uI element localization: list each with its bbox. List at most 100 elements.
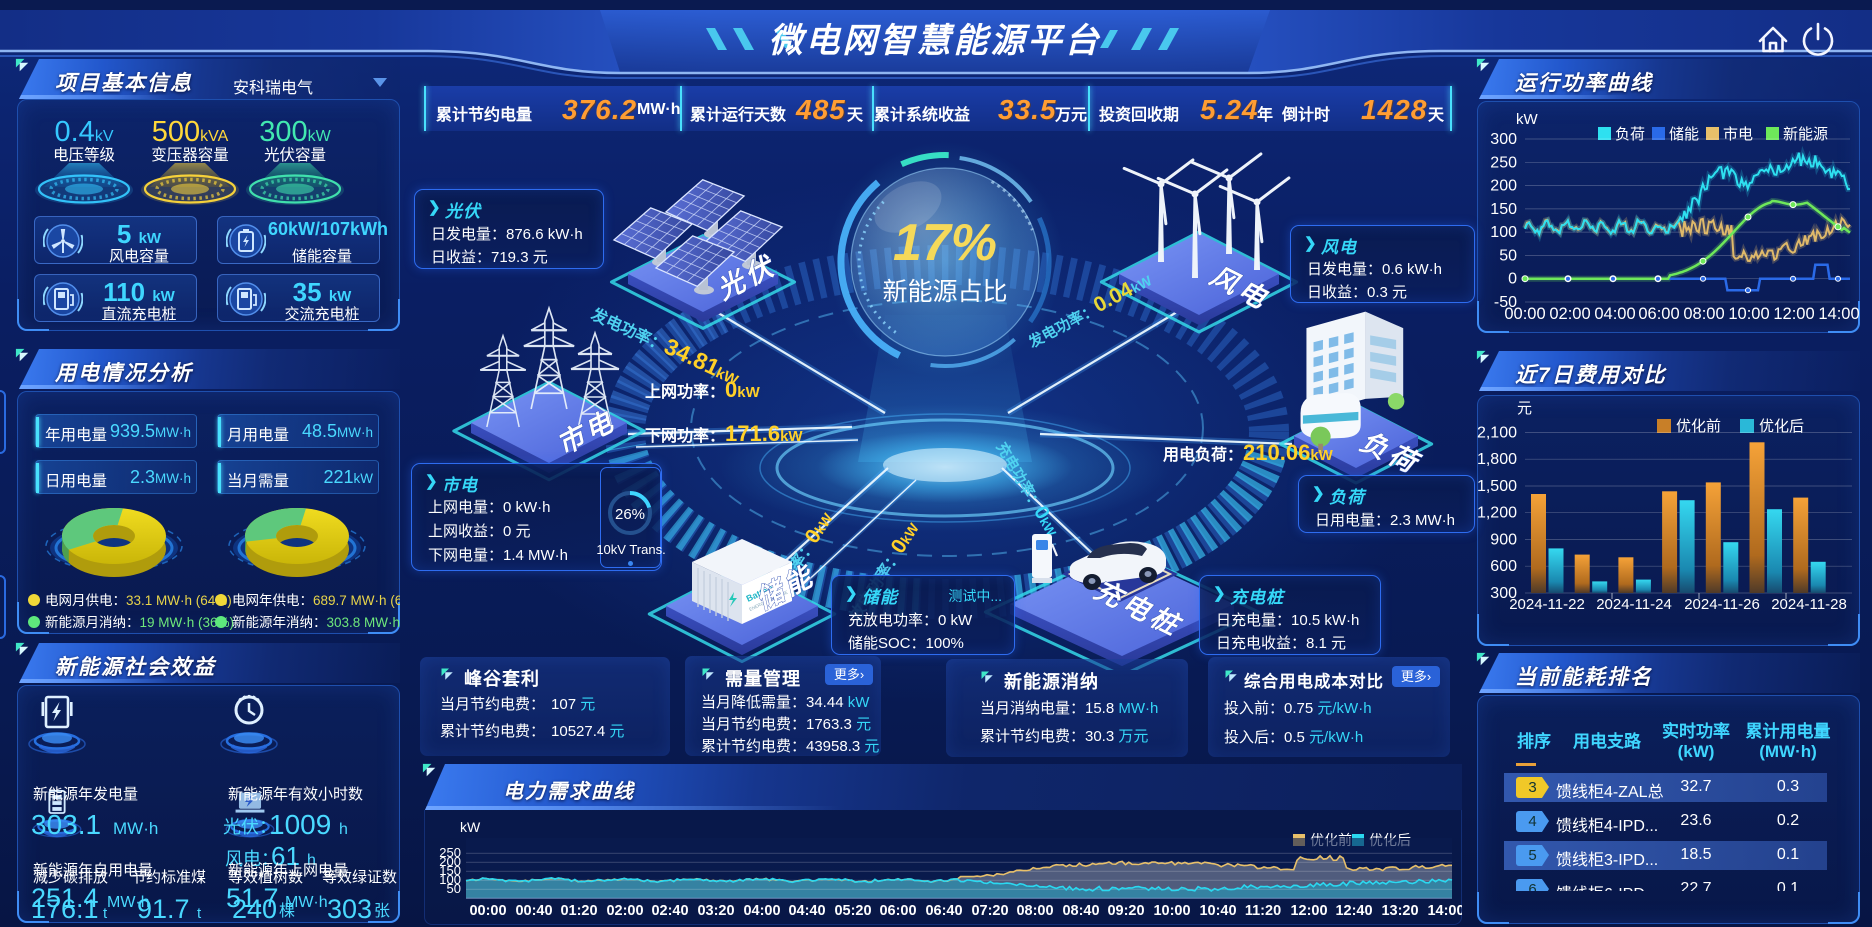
svg-text:500kVA: 500kVA <box>152 116 229 148</box>
svg-text:t: t <box>197 905 202 922</box>
svg-text:用电负荷：210.06kW: 用电负荷：210.06kW <box>1163 440 1334 465</box>
svg-text:250: 250 <box>1490 154 1517 171</box>
svg-text:00:00: 00:00 <box>1504 305 1545 323</box>
svg-text:08:00: 08:00 <box>1683 305 1724 323</box>
svg-text:12:00: 12:00 <box>1773 305 1814 323</box>
svg-text:303: 303 <box>327 894 372 923</box>
svg-text:06:00: 06:00 <box>879 903 916 919</box>
svg-text:200: 200 <box>1490 178 1517 195</box>
svg-text:100: 100 <box>439 872 461 887</box>
svg-text:02:00: 02:00 <box>606 903 643 919</box>
svg-text:变压器容量: 变压器容量 <box>151 146 229 164</box>
svg-text:0: 0 <box>1508 271 1517 288</box>
svg-text:新能源占比: 新能源占比 <box>882 278 1007 306</box>
svg-text:02:00: 02:00 <box>1549 305 1590 323</box>
svg-text:14:00: 14:00 <box>1818 305 1859 323</box>
svg-text:棵: 棵 <box>279 902 295 920</box>
svg-text:2024-11-28: 2024-11-28 <box>1771 596 1847 613</box>
svg-text:负荷: 负荷 <box>1615 126 1645 143</box>
svg-text:100: 100 <box>1490 224 1517 241</box>
svg-text:光伏容量: 光伏容量 <box>264 146 326 164</box>
svg-text:h: h <box>307 852 316 869</box>
svg-text:51.7: 51.7 <box>226 883 279 913</box>
svg-text:2,100: 2,100 <box>1477 424 1517 441</box>
svg-text:MW·h: MW·h <box>107 894 150 911</box>
svg-text:电网年供电：689.7 MW·h (69%): 电网年供电：689.7 MW·h (69%) <box>232 593 400 608</box>
svg-text:04:40: 04:40 <box>788 903 825 919</box>
svg-text:150: 150 <box>1490 201 1517 218</box>
svg-text:新能源年发电量: 新能源年发电量 <box>33 786 138 803</box>
svg-text:电网月供电：33.1 MW·h (64%): 电网月供电：33.1 MW·h (64%) <box>45 593 232 608</box>
svg-text:t: t <box>103 905 108 922</box>
svg-text:微电网智慧能源平台: 微电网智慧能源平台 <box>769 22 1102 60</box>
svg-text:04:00: 04:00 <box>1594 305 1635 323</box>
svg-text:节约标准煤: 节约标准煤 <box>131 869 206 886</box>
svg-text:h: h <box>339 821 348 838</box>
svg-text:150: 150 <box>439 863 461 878</box>
svg-text:新能源: 新能源 <box>1783 126 1828 143</box>
svg-text:17%: 17% <box>893 214 997 272</box>
svg-text:50: 50 <box>447 881 461 896</box>
svg-text:50: 50 <box>1499 247 1517 264</box>
svg-text:MW·h: MW·h <box>285 894 328 911</box>
svg-text:等效植树数: 等效植树数 <box>228 868 303 886</box>
svg-text:02:40: 02:40 <box>651 903 688 919</box>
svg-text:600: 600 <box>1490 558 1517 575</box>
svg-text:2024-11-22: 2024-11-22 <box>1509 596 1585 613</box>
svg-text:03:20: 03:20 <box>697 903 734 919</box>
svg-text:kW: kW <box>460 819 481 835</box>
svg-text:1,500: 1,500 <box>1477 478 1517 495</box>
svg-text:10:40: 10:40 <box>1199 903 1236 919</box>
svg-text:200: 200 <box>439 854 461 869</box>
svg-text:电压等级: 电压等级 <box>53 146 115 164</box>
svg-text:250: 250 <box>439 845 461 860</box>
svg-text:176.1: 176.1 <box>31 894 99 923</box>
svg-text:等效绿证数: 等效绿证数 <box>322 868 397 886</box>
svg-text:新能源年消纳：303.8 MW·h (31%: 新能源年消纳：303.8 MW·h (31% <box>232 615 400 630</box>
svg-text:300kW: 300kW <box>259 116 331 148</box>
svg-text:12:40: 12:40 <box>1335 903 1372 919</box>
svg-text:04:00: 04:00 <box>743 903 780 919</box>
svg-text:减少碳排放: 减少碳排放 <box>33 869 108 886</box>
svg-text:张: 张 <box>374 902 390 920</box>
svg-text:新能源月消纳：19 MW·h (36%): 新能源月消纳：19 MW·h (36%) <box>45 615 234 630</box>
svg-text:2024-11-26: 2024-11-26 <box>1684 596 1760 613</box>
svg-text:07:20: 07:20 <box>971 903 1008 919</box>
svg-text:1,800: 1,800 <box>1477 451 1517 468</box>
svg-text:-50: -50 <box>1494 294 1517 311</box>
svg-text:kW: kW <box>1516 111 1539 128</box>
svg-text:优化前: 优化前 <box>1676 418 1721 435</box>
svg-text:储能: 储能 <box>1669 126 1699 143</box>
svg-text:1009: 1009 <box>269 809 331 840</box>
svg-text:MW·h: MW·h <box>113 819 158 838</box>
svg-text:优化后: 优化后 <box>1759 418 1804 435</box>
svg-text:01:20: 01:20 <box>560 903 597 919</box>
svg-text:市电: 市电 <box>1723 126 1753 143</box>
svg-text:00:40: 00:40 <box>515 903 552 919</box>
svg-text:26%: 26% <box>615 506 645 523</box>
svg-text:06:40: 06:40 <box>925 903 962 919</box>
svg-text:251.4: 251.4 <box>31 883 99 913</box>
svg-text:91.7: 91.7 <box>137 894 190 923</box>
svg-text:下网功率：171.6kW: 下网功率：171.6kW <box>645 421 803 446</box>
svg-text:300: 300 <box>1490 131 1517 148</box>
svg-text:2024-11-24: 2024-11-24 <box>1596 596 1672 613</box>
svg-text:05:20: 05:20 <box>834 903 871 919</box>
svg-text:300: 300 <box>1490 585 1517 602</box>
svg-text:14:00: 14:00 <box>1427 903 1462 919</box>
svg-text:12:00: 12:00 <box>1290 903 1327 919</box>
svg-text:10:00: 10:00 <box>1153 903 1190 919</box>
svg-text:0.4kV: 0.4kV <box>55 116 114 148</box>
svg-text:240: 240 <box>232 894 277 923</box>
svg-text:元: 元 <box>1517 400 1532 417</box>
svg-text:新能源年有效小时数: 新能源年有效小时数 <box>228 786 363 803</box>
svg-text:08:40: 08:40 <box>1062 903 1099 919</box>
svg-text:303.1: 303.1 <box>31 809 101 840</box>
svg-text:11:20: 11:20 <box>1245 903 1281 919</box>
svg-text:新能源年自用电量: 新能源年自用电量 <box>33 862 153 879</box>
svg-text:10:00: 10:00 <box>1728 305 1769 323</box>
svg-text:09:20: 09:20 <box>1107 903 1144 919</box>
svg-text:61: 61 <box>271 841 300 871</box>
svg-text:风电：: 风电： <box>225 849 279 869</box>
svg-text:1,200: 1,200 <box>1477 505 1517 522</box>
